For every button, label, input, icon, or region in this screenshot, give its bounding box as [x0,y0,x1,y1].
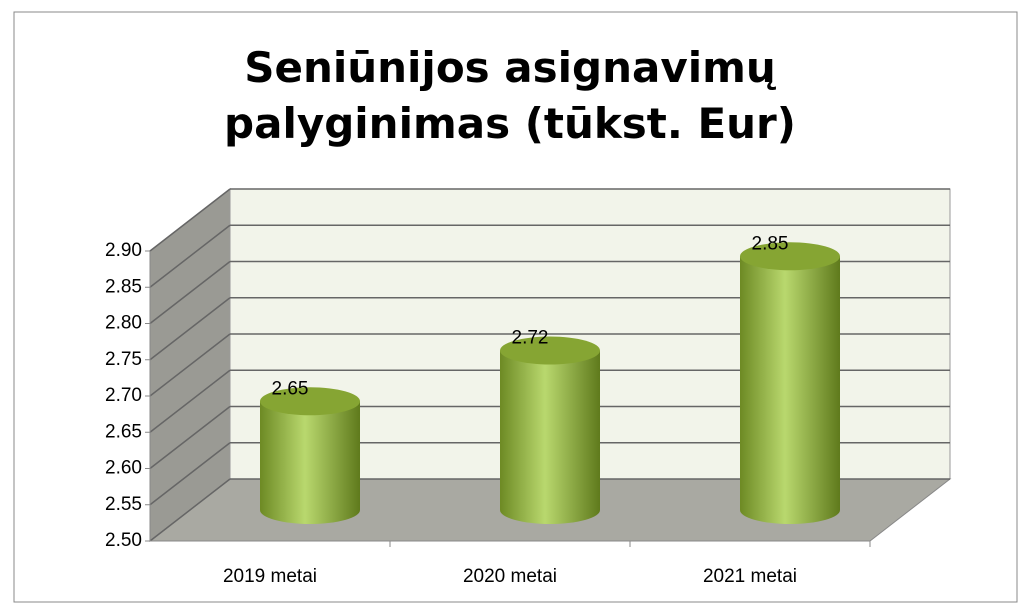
value-label: 2.72 [512,328,549,349]
grid-line [149,369,231,433]
y-tick-label: 2.50 [105,530,142,551]
y-tick-label: 2.80 [105,313,142,334]
y-tick-label: 2.85 [105,276,142,297]
chart-border [13,11,1018,603]
x-tick-label: 2019 metai [223,566,317,587]
grid-line [149,333,231,397]
grid-line [149,260,231,325]
bar [500,350,600,524]
grid-line [149,478,231,542]
y-tick-label: 2.90 [105,240,142,261]
x-tick-label: 2020 metai [463,566,557,587]
y-tick-label: 2.65 [105,421,142,442]
grid-line [149,297,231,361]
y-tick-label: 2.55 [105,494,142,515]
value-label: 2.85 [752,233,789,254]
y-tick-label: 2.70 [105,385,142,406]
y-tick-label: 2.60 [105,458,142,479]
y-tick-label: 2.75 [105,349,142,370]
bar-top [260,387,360,416]
x-tick-label: 2021 metai [703,566,797,587]
bar [740,256,840,524]
bar-top [500,336,600,365]
grid-line [149,224,231,288]
bar [260,401,360,524]
bar-top [740,242,840,271]
chart-title: Seniūnijos asignavimų palyginimas (tūkst… [224,43,796,148]
grid-line [149,405,231,470]
value-label: 2.65 [272,378,309,399]
grid-line [149,188,231,252]
grid-line [149,442,231,506]
